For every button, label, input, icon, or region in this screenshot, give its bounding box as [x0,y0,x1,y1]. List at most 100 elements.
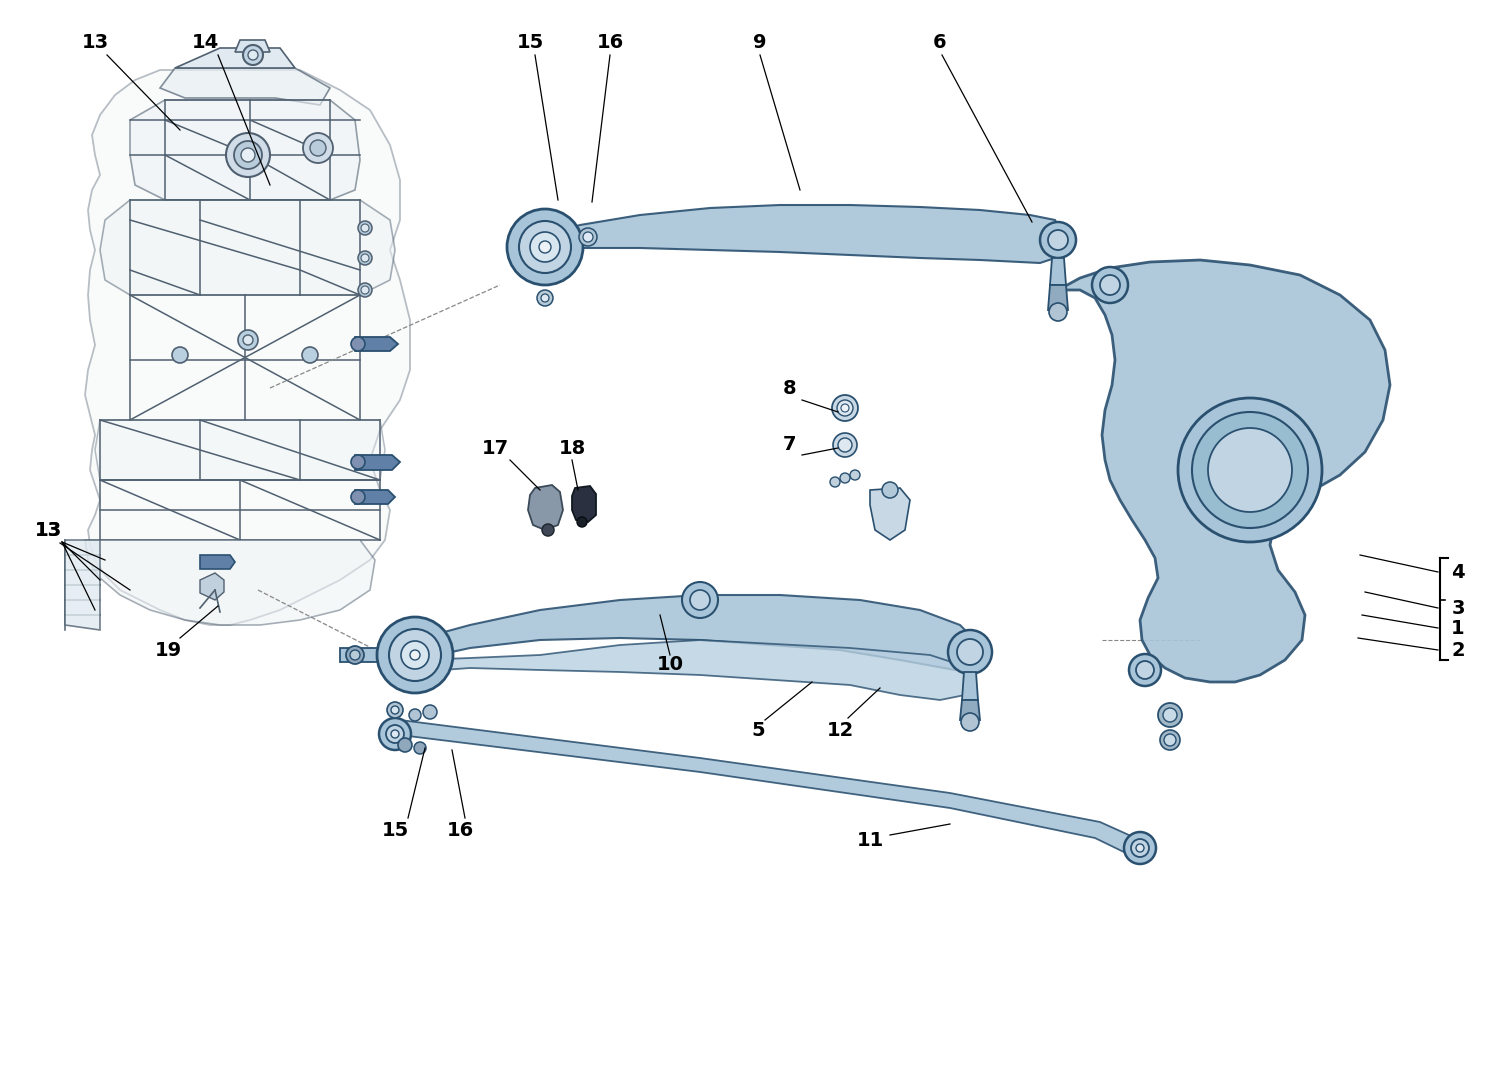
Circle shape [1158,703,1182,727]
Text: 14: 14 [192,33,219,51]
Circle shape [1130,654,1161,686]
Text: 13: 13 [34,521,62,539]
Polygon shape [236,40,270,52]
Circle shape [579,228,597,246]
Circle shape [830,477,840,487]
Polygon shape [100,200,394,295]
Circle shape [519,221,572,273]
Text: 7: 7 [783,436,796,454]
Text: 15: 15 [516,33,543,51]
Text: 8: 8 [783,379,796,397]
Polygon shape [86,540,375,625]
Circle shape [1131,839,1149,857]
Circle shape [351,337,364,351]
Circle shape [530,232,560,262]
Circle shape [380,718,411,750]
Text: 9: 9 [753,33,766,51]
Circle shape [682,582,718,617]
Polygon shape [356,455,401,470]
Circle shape [542,294,549,302]
Text: 5: 5 [752,721,765,739]
Polygon shape [200,555,236,568]
Circle shape [537,290,554,306]
Polygon shape [1050,258,1066,285]
Polygon shape [356,337,398,351]
Polygon shape [380,720,1150,860]
Circle shape [1040,222,1076,258]
Circle shape [238,330,258,350]
Circle shape [423,705,436,719]
Polygon shape [416,595,975,670]
Circle shape [1092,267,1128,303]
Circle shape [962,713,980,731]
Polygon shape [1048,285,1068,310]
Circle shape [1124,832,1156,864]
Polygon shape [960,700,980,720]
Circle shape [690,590,709,610]
Text: 15: 15 [381,820,408,840]
Circle shape [362,254,369,262]
Polygon shape [200,573,223,600]
Text: 4: 4 [1450,563,1466,582]
Circle shape [839,438,852,452]
Circle shape [392,730,399,738]
Circle shape [242,148,255,162]
Polygon shape [416,640,975,700]
Polygon shape [340,648,416,662]
Text: 13: 13 [81,33,108,51]
Polygon shape [528,485,562,530]
Text: 18: 18 [558,439,585,457]
Circle shape [358,221,372,235]
Circle shape [303,133,333,163]
Circle shape [1160,730,1180,750]
Circle shape [948,631,992,674]
Circle shape [842,404,849,412]
Circle shape [310,140,326,156]
Circle shape [376,617,453,693]
Polygon shape [544,205,1060,264]
Polygon shape [962,672,978,700]
Circle shape [1208,428,1292,512]
Circle shape [398,738,412,752]
Circle shape [226,133,270,178]
Circle shape [234,140,262,169]
Circle shape [386,725,404,743]
Circle shape [410,650,420,660]
Circle shape [833,395,858,421]
Polygon shape [64,540,101,631]
Circle shape [346,646,364,664]
Circle shape [410,709,422,721]
Circle shape [542,524,554,536]
Text: 16: 16 [447,820,474,840]
Text: 13: 13 [34,521,62,539]
Circle shape [507,209,584,285]
Polygon shape [870,488,910,540]
Polygon shape [572,486,596,522]
Text: 3: 3 [1450,599,1464,617]
Circle shape [358,250,372,265]
Text: 1: 1 [1450,619,1466,637]
Circle shape [387,702,404,718]
Polygon shape [160,68,330,105]
Text: 11: 11 [856,831,883,849]
Polygon shape [130,100,360,200]
Circle shape [392,706,399,714]
Circle shape [538,241,550,253]
Polygon shape [356,490,395,504]
Circle shape [578,517,586,527]
Circle shape [243,45,262,65]
Circle shape [850,470,859,480]
Circle shape [1048,303,1066,321]
Circle shape [1164,734,1176,746]
Text: 17: 17 [482,439,508,457]
Polygon shape [176,48,296,68]
Polygon shape [94,420,386,480]
Text: 16: 16 [597,33,624,51]
Text: 2: 2 [1450,640,1466,660]
Text: 12: 12 [827,721,854,739]
Circle shape [1178,397,1322,542]
Circle shape [388,629,441,681]
Circle shape [833,433,856,457]
Circle shape [882,482,898,498]
Circle shape [350,650,360,660]
